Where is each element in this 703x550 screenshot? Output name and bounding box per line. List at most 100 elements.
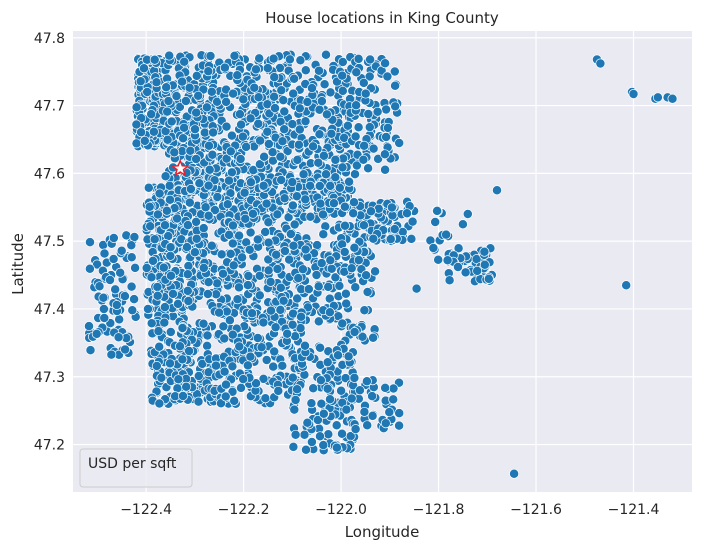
data-point (120, 344, 131, 355)
data-point (227, 238, 238, 249)
data-point (295, 55, 306, 66)
data-point (337, 162, 348, 173)
data-point (116, 245, 127, 256)
data-point (349, 197, 359, 208)
data-point (299, 369, 310, 380)
data-point (368, 332, 379, 343)
data-point (253, 118, 264, 129)
data-point (411, 283, 422, 294)
data-point (139, 63, 149, 74)
data-point (224, 315, 235, 326)
data-point (247, 208, 258, 219)
data-point (667, 93, 678, 104)
data-point (442, 255, 453, 266)
data-point (313, 316, 324, 327)
data-point (595, 58, 606, 69)
data-point (262, 126, 273, 137)
x-axis-ticks: −122.4 −122.2 −122.0 −121.8 −121.6 −121.4 (120, 502, 659, 518)
data-point (323, 429, 334, 440)
data-point (325, 180, 336, 191)
data-point (306, 398, 317, 409)
data-point (289, 219, 300, 230)
data-point (349, 372, 360, 383)
data-point (259, 151, 270, 162)
data-point (360, 88, 371, 99)
data-point (269, 72, 280, 83)
data-point (228, 220, 238, 231)
data-point (144, 201, 155, 212)
data-point (164, 50, 175, 61)
x-tick-label: −122.4 (120, 502, 172, 518)
data-point (228, 260, 239, 271)
data-point (205, 51, 216, 61)
data-point (472, 265, 483, 276)
data-point (198, 223, 209, 234)
data-point (331, 442, 342, 453)
data-point (307, 83, 317, 94)
data-point (319, 79, 330, 90)
data-point (245, 113, 256, 124)
data-point (252, 234, 263, 245)
data-point (179, 56, 190, 67)
data-point (321, 49, 331, 60)
data-point (289, 73, 300, 84)
data-point (193, 90, 204, 101)
data-point (300, 244, 311, 255)
data-point (219, 333, 230, 344)
data-point (239, 187, 250, 198)
data-point (302, 97, 313, 107)
data-point (358, 77, 369, 88)
data-point (165, 194, 175, 205)
data-point (218, 321, 229, 332)
data-point (98, 304, 109, 314)
data-point (258, 317, 269, 328)
data-point (180, 96, 191, 106)
data-point (402, 208, 412, 219)
data-point (199, 127, 210, 138)
data-point (254, 159, 265, 170)
data-point (160, 220, 170, 231)
data-point (253, 92, 264, 103)
data-point (166, 270, 176, 281)
data-point (293, 273, 304, 284)
data-point (351, 100, 362, 111)
data-point (226, 167, 237, 178)
data-point (164, 180, 175, 191)
data-point (237, 252, 248, 263)
data-point (361, 270, 372, 281)
data-point (99, 248, 110, 259)
data-point (158, 262, 169, 273)
data-point (184, 82, 195, 93)
data-point (182, 269, 193, 280)
data-point (428, 243, 439, 253)
data-point (350, 131, 361, 142)
data-point (336, 385, 347, 396)
x-tick-label: −121.6 (510, 502, 562, 518)
data-point (350, 424, 361, 435)
data-point (433, 254, 444, 265)
data-point (185, 184, 196, 194)
data-point (287, 200, 298, 211)
data-point (165, 327, 176, 337)
data-point (344, 176, 355, 187)
data-point (242, 280, 253, 291)
data-point (367, 410, 378, 421)
data-point (191, 107, 202, 118)
data-point (300, 340, 310, 351)
data-point (288, 240, 299, 251)
data-point (340, 288, 351, 299)
data-point (129, 294, 140, 305)
data-point (251, 378, 261, 389)
data-point (367, 391, 378, 402)
x-tick-label: −122.0 (315, 502, 367, 518)
data-point (166, 116, 177, 127)
data-point (318, 229, 329, 240)
data-point (273, 385, 284, 396)
data-point (379, 149, 390, 160)
data-point (326, 128, 337, 139)
data-point (261, 355, 272, 365)
data-point (366, 206, 376, 217)
y-tick-label: 47.7 (34, 99, 65, 115)
data-point (331, 420, 342, 431)
data-point (182, 220, 193, 231)
